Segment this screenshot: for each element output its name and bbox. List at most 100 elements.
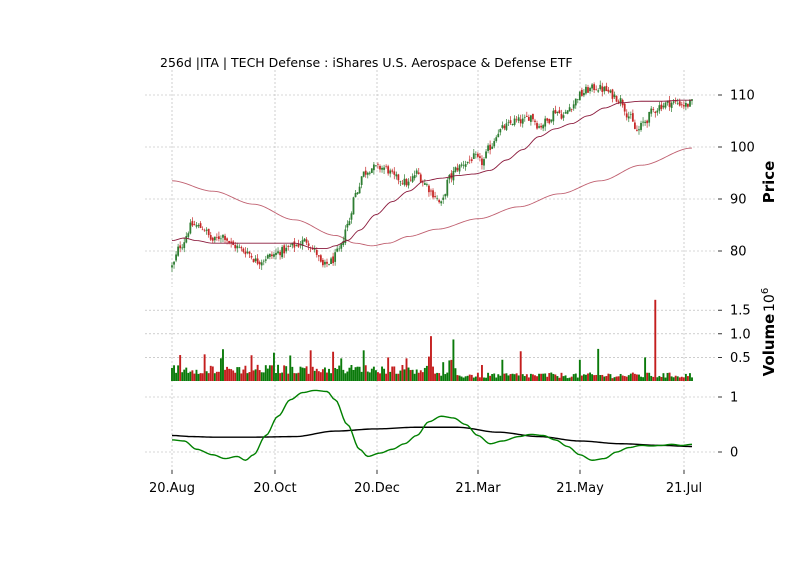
volume-bar: [448, 360, 451, 381]
volume-bar: [228, 368, 231, 381]
candle-body: [627, 116, 630, 119]
volume-bar: [381, 366, 383, 381]
candle-body: [281, 247, 284, 258]
x-tick-label: 20.Aug: [149, 481, 195, 496]
volume-bar: [570, 376, 573, 381]
price-tick-label: 110: [730, 89, 755, 104]
candle-body: [487, 145, 489, 151]
candle-body: [211, 237, 214, 241]
volume-bar: [485, 377, 487, 381]
volume-bar: [340, 358, 343, 381]
candle-body: [497, 133, 500, 138]
volume-bar: [307, 373, 310, 381]
volume-bar: [209, 365, 212, 381]
volume-bar: [623, 376, 626, 381]
volume-bar: [566, 378, 569, 381]
volume-bar: [173, 365, 175, 381]
candle-body: [305, 239, 308, 243]
candle-body: [299, 244, 302, 246]
volume-bar: [285, 366, 288, 381]
volume-bar: [595, 374, 598, 381]
volume-bar: [301, 367, 304, 381]
volume-bar: [462, 377, 465, 381]
candle-body: [684, 103, 687, 107]
candle-body: [228, 240, 230, 243]
volume-bar: [383, 368, 386, 381]
volume-bar: [348, 367, 351, 381]
volume-bar: [191, 370, 194, 381]
volume-bar: [540, 373, 543, 381]
volume-bar: [689, 373, 691, 381]
volume-bar: [599, 375, 602, 381]
volume-bar: [391, 366, 394, 381]
candle-body: [421, 182, 424, 184]
volume-bar: [509, 374, 512, 381]
candle-body: [544, 118, 547, 127]
candle-body: [611, 89, 614, 99]
candle-body: [479, 156, 481, 158]
volume-bar: [625, 376, 628, 381]
candle-body: [379, 165, 381, 170]
volume-bar: [279, 373, 282, 381]
volume-bar: [232, 370, 235, 381]
volume-bar: [487, 372, 490, 381]
candle-body: [489, 144, 492, 151]
candle-body: [419, 174, 422, 183]
candle-body: [181, 247, 184, 249]
candle-body: [534, 120, 536, 122]
candle-body: [191, 221, 194, 226]
volume-bar: [244, 365, 247, 381]
volume-bar: [450, 359, 453, 381]
volume-bar: [409, 370, 412, 381]
candle-body: [173, 261, 175, 265]
volume-bar: [248, 372, 251, 381]
candle-body: [215, 237, 218, 238]
candle-body: [674, 100, 677, 102]
candle-body: [521, 118, 524, 124]
volume-bar: [207, 373, 210, 381]
candle-body: [538, 126, 540, 128]
candle-body: [650, 108, 653, 114]
volume-bar: [638, 374, 640, 381]
candle-body: [532, 113, 534, 120]
chart-title: 256d |ITA | TECH Defense : iShares U.S. …: [160, 55, 573, 70]
candle-body: [244, 251, 247, 255]
volume-bar: [444, 374, 447, 381]
candle-body: [558, 110, 561, 114]
candle-body: [275, 252, 277, 255]
volume-tick-label: 1.5: [730, 304, 751, 319]
volume-bar: [222, 349, 224, 381]
volume-bar: [252, 370, 255, 381]
volume-bar: [603, 376, 606, 381]
volume-bar: [291, 366, 294, 381]
volume-bar: [676, 376, 679, 381]
candle-body: [554, 109, 557, 114]
candle-body: [666, 100, 669, 103]
volume-bar: [578, 359, 581, 381]
candle-body: [601, 86, 604, 92]
candle-body: [629, 114, 632, 115]
candle-body: [517, 117, 520, 121]
candle-body: [556, 111, 559, 113]
volume-bar: [387, 357, 390, 381]
volume-bar: [311, 366, 314, 381]
volume-bar: [199, 373, 202, 381]
candle-body: [399, 181, 402, 183]
candle-body: [258, 262, 261, 265]
volume-bar: [550, 372, 553, 381]
candle-body: [660, 104, 663, 110]
volume-bar: [585, 374, 587, 381]
candle-body: [603, 86, 606, 92]
volume-bar: [183, 369, 186, 381]
volume-bar: [648, 372, 651, 381]
volume-bar: [323, 367, 326, 381]
price-tick-label: 80: [730, 245, 747, 260]
volume-bar: [527, 377, 530, 381]
volume-bar: [658, 375, 661, 381]
volume-bar: [171, 367, 173, 381]
candle-body: [271, 254, 273, 257]
candle-body: [364, 170, 367, 175]
candle-body: [187, 233, 190, 237]
candle-body: [203, 230, 206, 232]
candle-body: [658, 105, 661, 111]
